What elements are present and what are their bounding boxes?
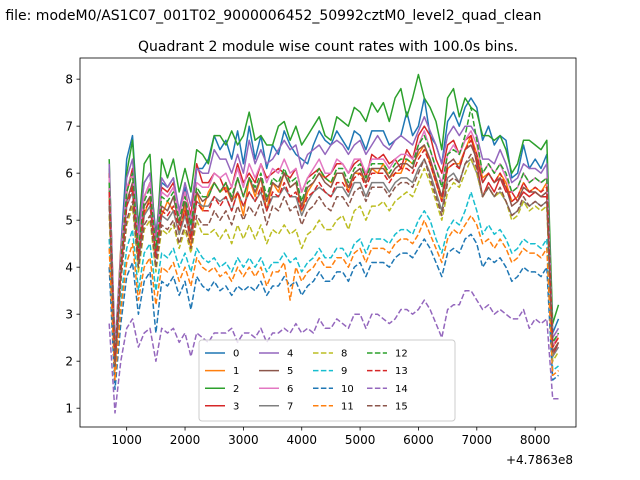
legend-label-13: 13 xyxy=(395,366,408,377)
series-line-11 xyxy=(108,214,559,381)
y-tick-label: 8 xyxy=(65,73,73,87)
y-tick-label: 5 xyxy=(65,214,73,228)
legend-label-4: 4 xyxy=(287,349,293,360)
legend-label-7: 7 xyxy=(287,401,293,412)
axes-frame xyxy=(79,57,577,428)
series-line-14 xyxy=(108,289,559,414)
series-line-1 xyxy=(108,134,560,353)
series-line-6 xyxy=(108,130,560,358)
series-line-15 xyxy=(108,153,560,367)
legend-label-9: 9 xyxy=(341,366,347,377)
y-tick-label: 2 xyxy=(65,355,73,369)
x-tick-label: 8000 xyxy=(520,433,551,447)
legend-label-12: 12 xyxy=(395,349,408,360)
y-tick-label: 7 xyxy=(65,120,73,134)
legend-label-3: 3 xyxy=(233,401,239,412)
legend-label-6: 6 xyxy=(287,384,293,395)
x-tick-label: 4000 xyxy=(286,433,317,447)
legend-label-8: 8 xyxy=(341,349,347,360)
legend-label-0: 0 xyxy=(233,349,239,360)
x-tick-label: 1000 xyxy=(111,433,142,447)
series-line-10 xyxy=(108,233,559,391)
legend-label-15: 15 xyxy=(395,401,408,412)
series-line-2 xyxy=(108,73,560,358)
x-tick-label: 3000 xyxy=(228,433,259,447)
series-line-0 xyxy=(108,97,560,358)
y-tick-label: 3 xyxy=(65,308,73,322)
series-line-9 xyxy=(108,191,559,377)
legend-label-11: 11 xyxy=(341,401,354,412)
y-tick-label: 1 xyxy=(65,402,73,416)
series-line-4 xyxy=(108,116,560,348)
legend-box xyxy=(198,339,456,422)
plot-area xyxy=(108,73,560,414)
series-lines xyxy=(108,73,560,414)
y-tick-label: 4 xyxy=(65,261,73,275)
x-offset-label: +4.7863e8 xyxy=(506,453,573,467)
x-tick-label: 7000 xyxy=(462,433,493,447)
x-tick-label: 2000 xyxy=(170,433,201,447)
x-tick-label: 5000 xyxy=(345,433,376,447)
x-tick-label: 6000 xyxy=(403,433,434,447)
legend-label-1: 1 xyxy=(233,366,239,377)
legend-label-14: 14 xyxy=(395,384,408,395)
series-line-13 xyxy=(108,139,560,362)
legend-label-2: 2 xyxy=(233,384,239,395)
chart-title: Quadrant 2 module wise count rates with … xyxy=(138,39,518,55)
y-tick-label: 6 xyxy=(65,167,73,181)
figure-title: n file: modeM0/AS1C07_001T02_9000006452_… xyxy=(0,8,541,24)
legend-label-5: 5 xyxy=(287,366,293,377)
legend-label-10: 10 xyxy=(341,384,354,395)
